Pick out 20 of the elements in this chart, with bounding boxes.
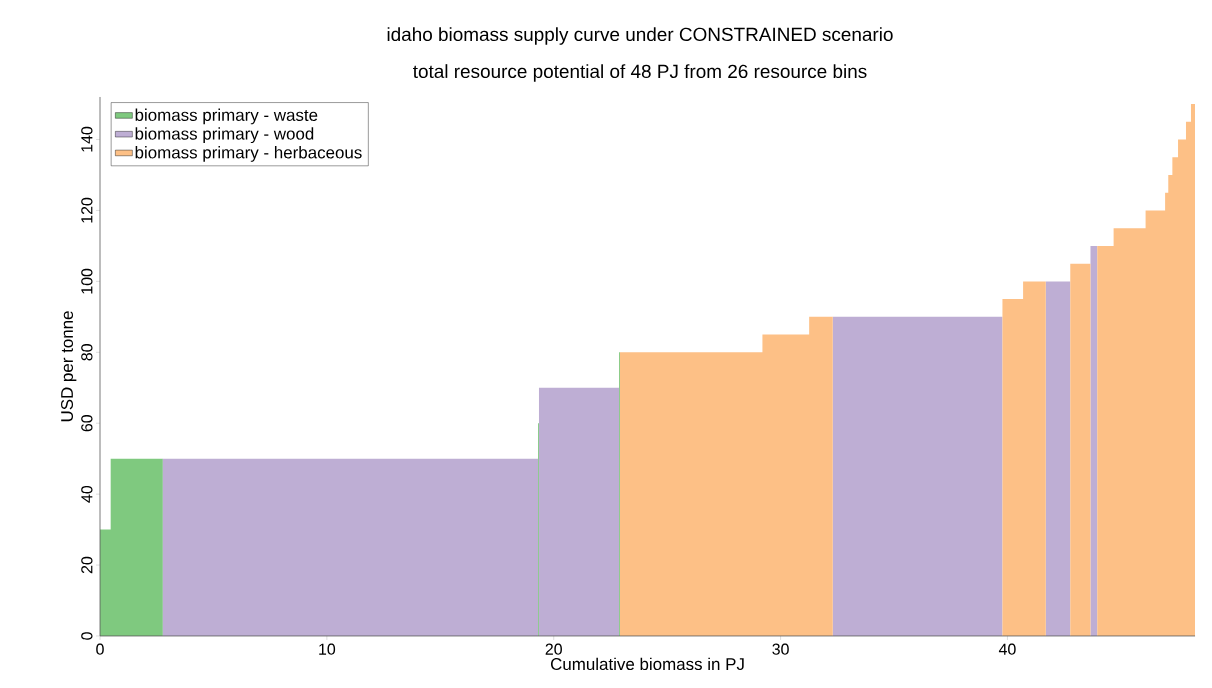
y-tick-label: 100 [81, 268, 93, 294]
y-tick-label: 0 [81, 632, 93, 640]
y-tick-label: 140 [81, 126, 93, 152]
chart-subtitle: total resource potential of 48 PJ from 26 resource bins [413, 64, 867, 82]
legend-label: biomass primary - wood [135, 127, 314, 144]
x-axis-title: Cumulative biomass in PJ [550, 657, 744, 671]
x-tick-label: 0 [96, 643, 104, 655]
y-tick-label: 120 [81, 197, 93, 223]
x-tick-label: 20 [545, 643, 562, 655]
y-tick-label: 80 [81, 344, 93, 361]
x-tick-label: 40 [998, 643, 1016, 655]
x-tick-label: 30 [772, 643, 789, 655]
legend-label: biomass primary - herbaceous [135, 146, 362, 162]
legend-label: biomass primary - waste [135, 108, 318, 125]
y-tick-label: 20 [81, 556, 93, 574]
x-tick-label: 10 [319, 643, 336, 655]
y-tick-label: 60 [81, 414, 93, 432]
y-axis-title: USD per tonne [61, 311, 77, 422]
y-tick-label: 40 [81, 485, 93, 503]
chart-title: idaho biomass supply curve under CONSTRAINED scenario [387, 27, 893, 45]
